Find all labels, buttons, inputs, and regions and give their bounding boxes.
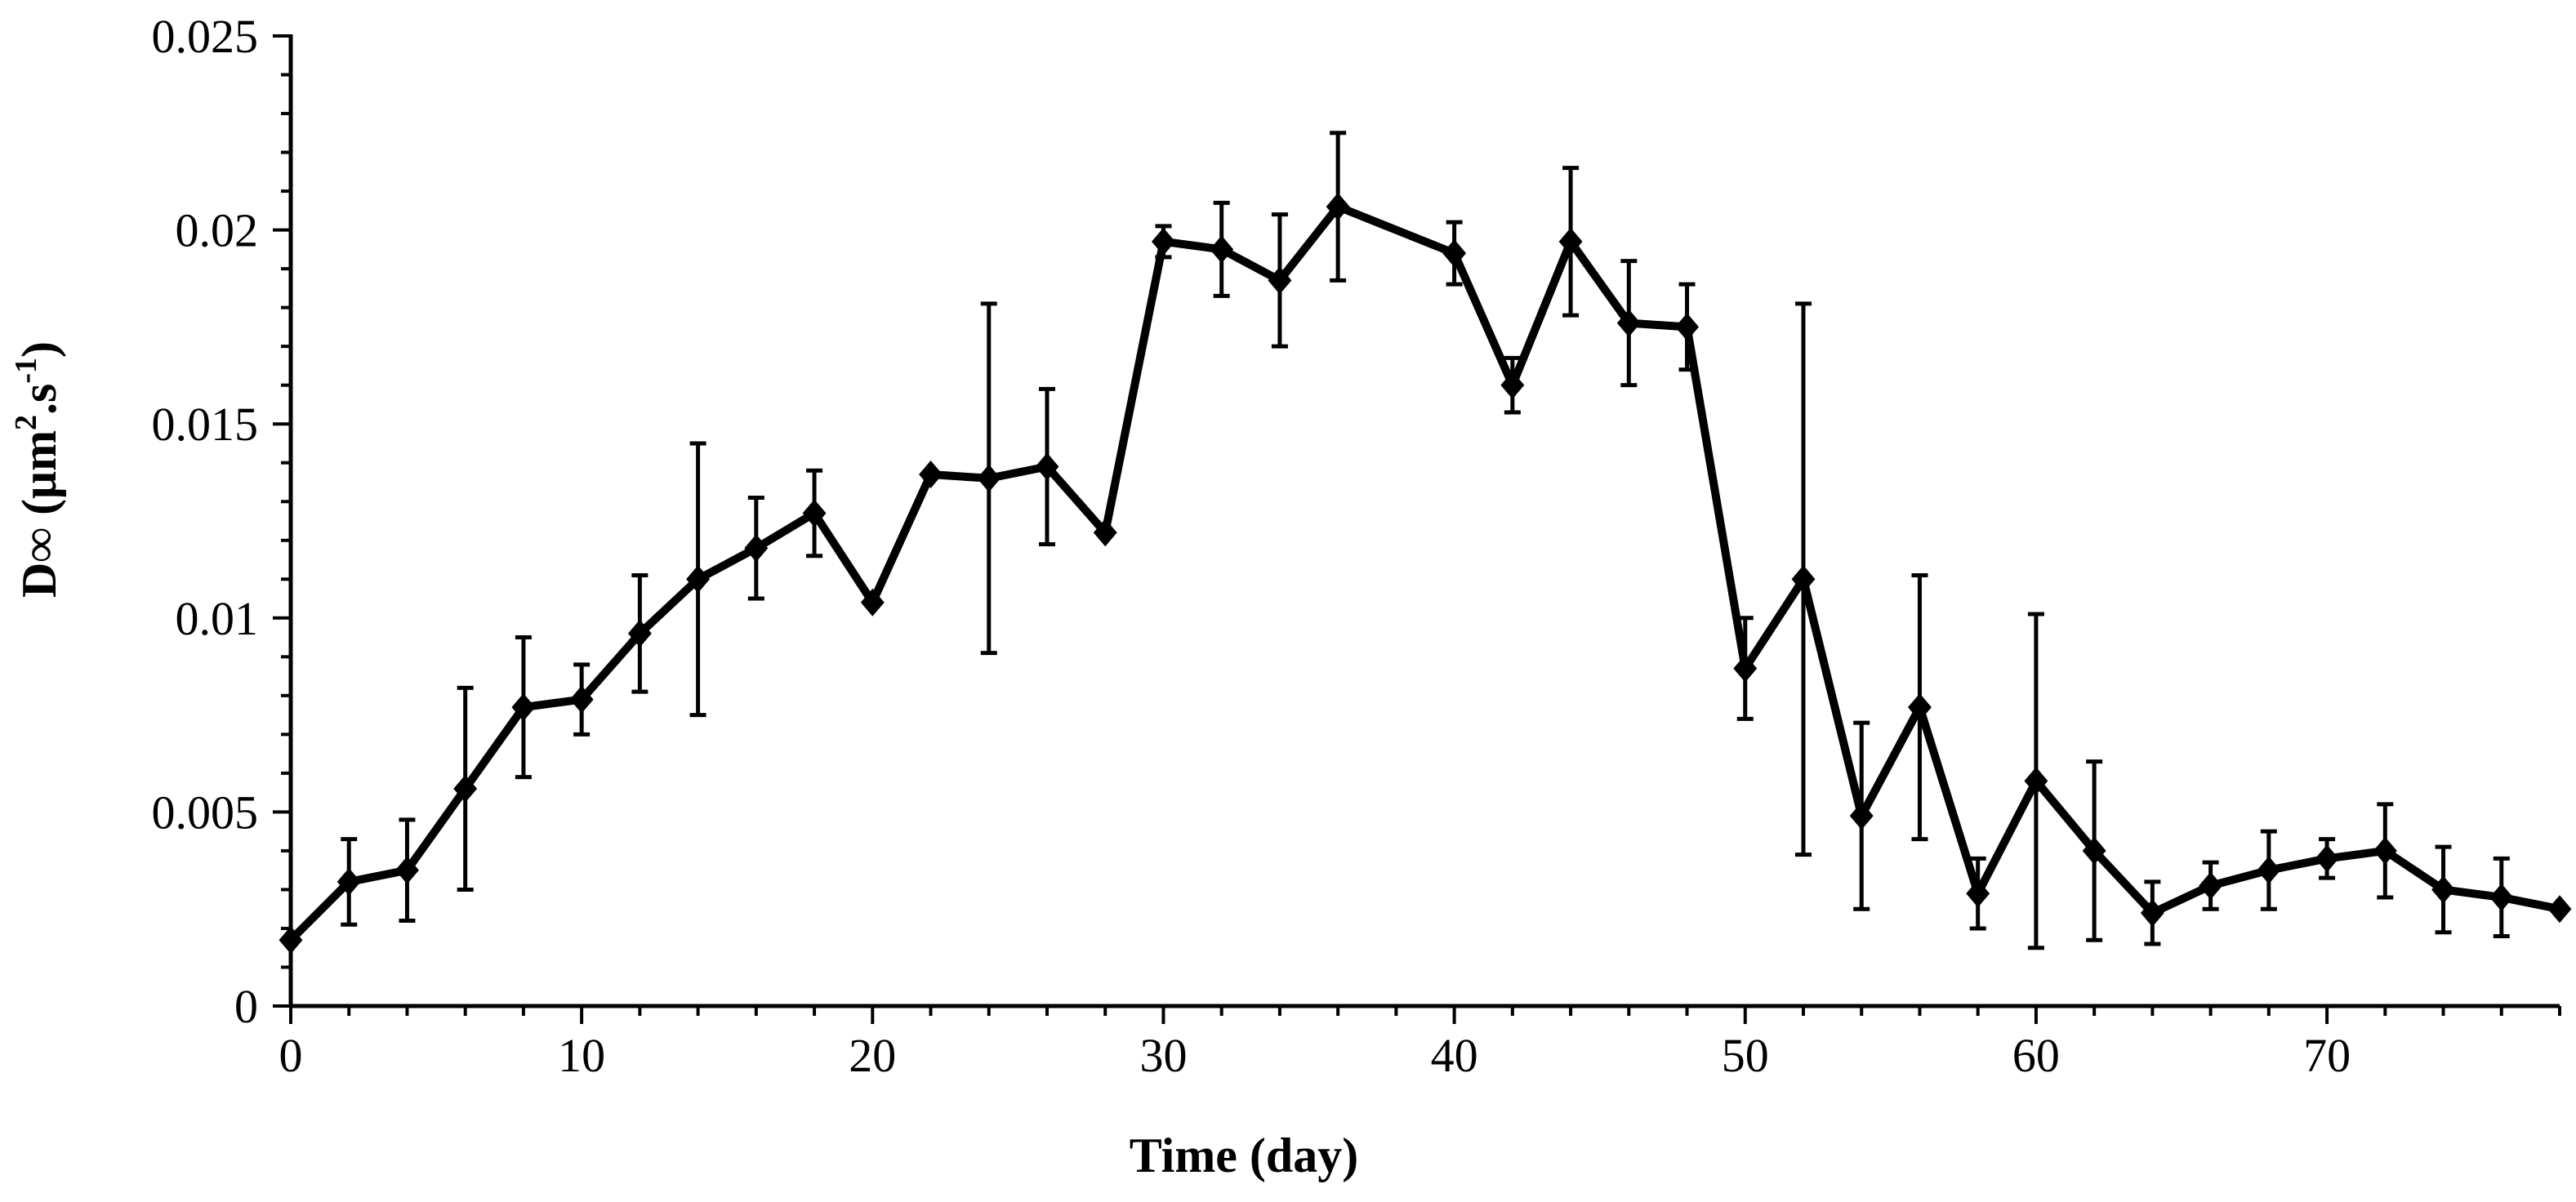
x-tick-label: 50	[1722, 1029, 1769, 1082]
data-point	[1093, 519, 1117, 547]
y-axis-title-mid: .s	[12, 384, 66, 415]
y-tick-label: 0.025	[152, 10, 259, 63]
tick-marks	[273, 34, 2561, 1024]
y-tick-label: 0.015	[152, 398, 259, 451]
data-point	[1849, 802, 1874, 830]
data-point	[336, 867, 361, 896]
data-point	[2373, 836, 2397, 865]
data-point	[860, 588, 885, 617]
x-tick-label: 30	[1139, 1029, 1187, 1082]
data-series	[279, 193, 2572, 955]
data-point	[2082, 836, 2106, 865]
x-tick-label: 10	[558, 1029, 605, 1082]
error-bars	[341, 131, 2510, 950]
y-tick-label: 0.01	[176, 592, 259, 645]
x-tick-label: 40	[1431, 1029, 1478, 1082]
data-point	[1326, 193, 1350, 221]
y-axis-title: D∞ (μm2.s-1)	[9, 341, 66, 598]
data-point	[2199, 871, 2223, 900]
data-point	[1442, 239, 1467, 268]
x-tick-label: 0	[279, 1029, 303, 1082]
y-axis-title-prefix: D∞ (μm	[12, 430, 66, 598]
y-axis-title-suffix: )	[12, 341, 66, 358]
data-point	[686, 565, 711, 594]
tick-labels: 0 0.005 0.01 0.015 0.02 0.025 0 10 20 30 40 50 60 70	[152, 10, 2351, 1082]
y-tick-label: 0	[234, 980, 258, 1033]
data-point	[919, 460, 943, 488]
data-point	[1035, 452, 1059, 481]
data-point	[744, 534, 769, 563]
data-point	[1500, 371, 1525, 399]
data-point	[1791, 565, 1816, 594]
data-point	[1675, 313, 1699, 341]
data-point	[2315, 844, 2339, 873]
data-point	[453, 774, 478, 803]
y-tick-label: 0.02	[176, 204, 259, 257]
data-point	[1558, 227, 1583, 256]
data-point	[2024, 767, 2048, 795]
y-axis-title-sup1: 2	[9, 415, 43, 430]
x-tick-label: 20	[849, 1029, 896, 1082]
data-point	[511, 693, 536, 722]
data-point	[1966, 879, 1990, 908]
data-point	[1210, 235, 1234, 264]
data-point	[395, 856, 419, 884]
data-point	[569, 685, 594, 714]
data-point	[1733, 654, 1758, 683]
series-line	[287, 203, 2560, 943]
data-point	[2257, 856, 2281, 884]
data-point	[977, 464, 1001, 492]
data-point	[1908, 693, 1932, 722]
x-tick-label: 70	[2303, 1029, 2351, 1082]
data-point	[1268, 266, 1292, 295]
x-tick-label: 60	[2012, 1029, 2060, 1082]
y-axis-title-sup2: -1	[9, 358, 43, 384]
data-point	[279, 926, 303, 955]
y-tick-label: 0.005	[152, 786, 259, 839]
data-point	[1152, 227, 1175, 256]
data-point	[2489, 883, 2514, 911]
x-axis-title: Time (day)	[1130, 1129, 1359, 1182]
data-point	[627, 619, 652, 648]
data-point	[1616, 309, 1641, 337]
data-point	[2431, 875, 2455, 904]
data-point	[802, 499, 827, 528]
axes	[288, 34, 2560, 1008]
data-point	[2547, 895, 2572, 924]
data-point	[2140, 898, 2164, 927]
